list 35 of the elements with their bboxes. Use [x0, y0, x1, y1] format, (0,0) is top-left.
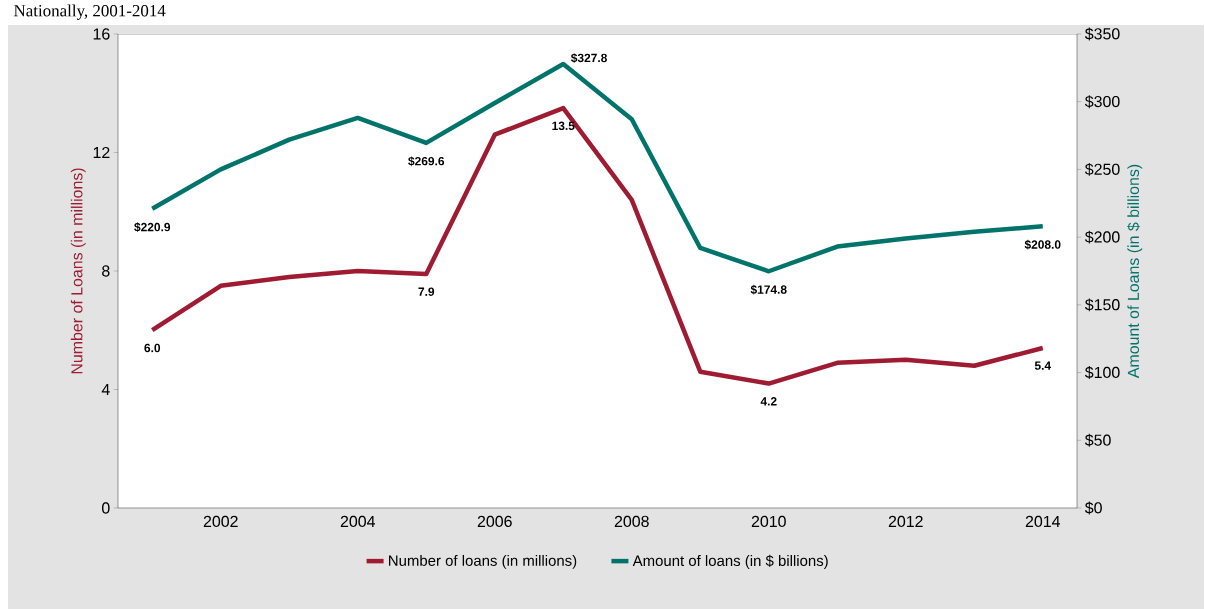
y2-tick-label: $150	[1084, 298, 1120, 312]
x-tick-label: 2012	[888, 515, 923, 528]
y2-tick-label: $350	[1084, 27, 1120, 41]
y-tick-label: 8	[102, 265, 110, 277]
y-axis-title: Number of Loans (in millions)	[70, 168, 86, 374]
y2-tick-label: $200	[1084, 230, 1120, 244]
y-tick-label: 4	[101, 384, 110, 395]
x-tick-label: 2002	[203, 515, 238, 528]
x-tick-label: 2008	[614, 515, 649, 528]
x-tick-label: 2004	[340, 515, 376, 528]
x-tick-label: 2006	[477, 515, 512, 528]
y2-tick-label: $100	[1084, 366, 1120, 380]
legend-label: Number of loans (in millions)	[389, 554, 577, 569]
y2-tick-label: $50	[1084, 433, 1111, 447]
data-label: $174.8	[750, 284, 787, 295]
data-label: $269.6	[408, 156, 445, 167]
data-label: 13.5	[552, 121, 575, 131]
y-tick-label: 12	[93, 146, 110, 159]
data-label: $220.9	[134, 222, 171, 233]
y-tick-label: 16	[93, 28, 110, 40]
data-label: 4.2	[760, 397, 777, 406]
data-label: 6.0	[144, 343, 161, 353]
y2-tick-label: $250	[1084, 162, 1120, 176]
data-label: 5.4	[1034, 361, 1051, 370]
legend-label: Amount of loans (in $ billions)	[632, 554, 828, 569]
chart-title: Nationally, 2001-2014	[14, 4, 166, 20]
y2-tick-label: $300	[1084, 95, 1120, 109]
x-tick-label: 2014	[1025, 515, 1061, 528]
x-tick-label: 2010	[751, 515, 786, 528]
data-label: $208.0	[1024, 239, 1061, 250]
data-label: 7.9	[418, 287, 435, 296]
y-tick-label: 0	[102, 502, 110, 514]
y2-tick-label: $0	[1084, 501, 1102, 515]
y2-axis-title: Amount of Loans (in $ billions)	[1127, 164, 1143, 379]
data-label: $327.8	[570, 53, 607, 63]
